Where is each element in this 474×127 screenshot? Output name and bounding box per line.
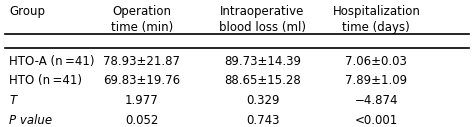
Text: HTO (n =41): HTO (n =41)	[9, 74, 82, 87]
Text: 7.89±1.09: 7.89±1.09	[345, 74, 408, 87]
Text: 7.06±0.03: 7.06±0.03	[346, 54, 407, 68]
Text: 89.73±14.39: 89.73±14.39	[224, 54, 301, 68]
Text: 88.65±15.28: 88.65±15.28	[224, 74, 301, 87]
Text: HTO-A (n =41): HTO-A (n =41)	[9, 54, 95, 68]
Text: 1.977: 1.977	[125, 94, 159, 107]
Text: 0.743: 0.743	[246, 114, 279, 127]
Text: P value: P value	[9, 114, 53, 127]
Text: <0.001: <0.001	[355, 114, 398, 127]
Text: −4.874: −4.874	[355, 94, 398, 107]
Text: Group: Group	[9, 5, 46, 18]
Text: 69.83±19.76: 69.83±19.76	[103, 74, 180, 87]
Text: 78.93±21.87: 78.93±21.87	[103, 54, 180, 68]
Text: Intraoperative
blood loss (ml): Intraoperative blood loss (ml)	[219, 5, 306, 34]
Text: 0.052: 0.052	[125, 114, 158, 127]
Text: Operation
time (min): Operation time (min)	[110, 5, 173, 34]
Text: Hospitalization
time (days): Hospitalization time (days)	[332, 5, 420, 34]
Text: T: T	[9, 94, 17, 107]
Text: 0.329: 0.329	[246, 94, 279, 107]
